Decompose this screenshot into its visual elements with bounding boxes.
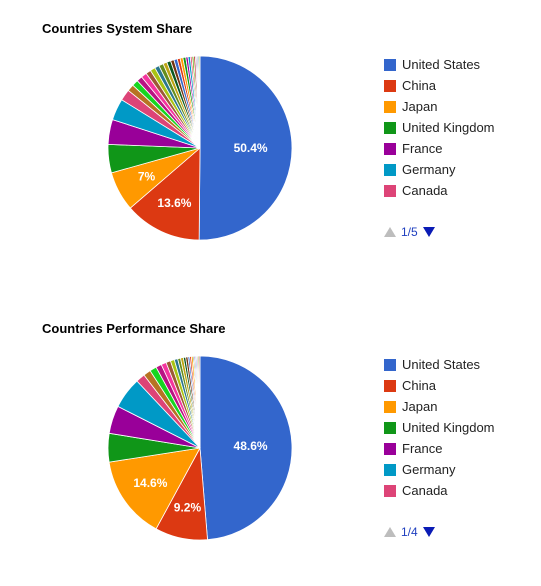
legend-item-united-kingdom[interactable]: United Kingdom <box>384 417 495 438</box>
legend-label: Canada <box>402 183 448 198</box>
legend-label: Canada <box>402 483 448 498</box>
legend-swatch <box>384 121 396 134</box>
legend: United States China Japan United Kingdom… <box>384 54 495 201</box>
slice-label: 9.2% <box>174 500 202 514</box>
pie-chart[interactable]: 48.6% 9.2% 14.6% <box>100 348 300 548</box>
pie-slice-china[interactable] <box>129 147 201 241</box>
legend-item-united-kingdom[interactable]: United Kingdom <box>384 117 495 138</box>
pie-slice-other-30[interactable] <box>198 55 201 149</box>
legend-label: China <box>402 78 436 93</box>
previous-page-icon[interactable] <box>384 227 396 237</box>
legend-item-china[interactable]: China <box>384 75 495 96</box>
legend-swatch <box>384 421 396 434</box>
legend-swatch <box>384 58 396 71</box>
legend-swatch <box>384 184 396 197</box>
previous-page-icon[interactable] <box>384 527 396 537</box>
legend-item-united-states[interactable]: United States <box>384 354 495 375</box>
legend-label: Germany <box>402 462 456 477</box>
next-page-icon[interactable] <box>422 527 435 537</box>
legend-label: United Kingdom <box>402 420 495 435</box>
legend-item-germany[interactable]: Germany <box>384 459 495 480</box>
chart-title: Countries Performance Share <box>42 321 226 336</box>
legend-swatch <box>384 442 396 455</box>
legend-swatch <box>384 79 396 92</box>
slice-label: 7% <box>138 170 156 184</box>
legend-swatch <box>384 358 396 371</box>
slice-label: 13.6% <box>157 196 191 210</box>
legend-swatch <box>384 400 396 413</box>
pie-slice-united-states[interactable] <box>198 55 293 241</box>
slice-label: 48.6% <box>234 439 268 453</box>
legend-pager: 1/4 <box>384 525 435 539</box>
pie-slice-united-states[interactable] <box>199 355 293 541</box>
chart-title: Countries System Share <box>42 21 193 36</box>
system-share-chart: Countries System Share 50.4% 13.6% 7% Unit… <box>0 0 541 286</box>
legend-swatch <box>384 463 396 476</box>
legend-item-china[interactable]: China <box>384 375 495 396</box>
legend-label: Germany <box>402 162 456 177</box>
legend-label: China <box>402 378 436 393</box>
legend-item-japan[interactable]: Japan <box>384 96 495 117</box>
legend-label: United States <box>402 357 481 372</box>
legend-swatch <box>384 100 396 113</box>
pie-slice-other-26[interactable] <box>198 355 201 449</box>
legend-item-germany[interactable]: Germany <box>384 159 495 180</box>
legend-item-france[interactable]: France <box>384 138 495 159</box>
legend-item-canada[interactable]: Canada <box>384 480 495 501</box>
legend-label: United States <box>402 57 481 72</box>
legend-label: United Kingdom <box>402 120 495 135</box>
next-page-icon[interactable] <box>422 227 435 237</box>
legend-label: Japan <box>402 399 438 414</box>
legend-item-japan[interactable]: Japan <box>384 396 495 417</box>
legend-swatch <box>384 484 396 497</box>
legend-swatch <box>384 163 396 176</box>
pie-chart[interactable]: 50.4% 13.6%7% <box>100 48 300 248</box>
legend: United States China Japan United Kingdom… <box>384 354 495 501</box>
legend-swatch <box>384 142 396 155</box>
performance-share-chart: Countries Performance Share 48.6% 9.2% 14.… <box>0 300 541 586</box>
legend-label: Japan <box>402 99 438 114</box>
legend-pager: 1/5 <box>384 225 435 239</box>
legend-label: France <box>402 141 443 156</box>
legend-swatch <box>384 379 396 392</box>
page-indicator: 1/4 <box>401 525 418 539</box>
legend-label: France <box>402 441 443 456</box>
slice-label: 14.6% <box>133 476 167 490</box>
pie-slice-japan[interactable] <box>108 447 201 530</box>
legend-item-united-states[interactable]: United States <box>384 54 495 75</box>
page-indicator: 1/5 <box>401 225 418 239</box>
slice-label: 50.4% <box>234 141 268 155</box>
legend-item-france[interactable]: France <box>384 438 495 459</box>
legend-item-canada[interactable]: Canada <box>384 180 495 201</box>
